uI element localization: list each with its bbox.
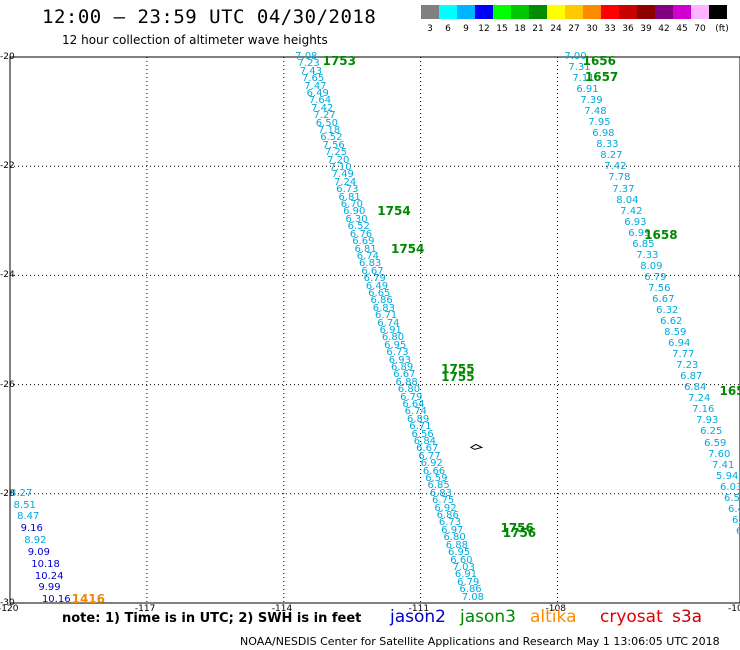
legend-swatch <box>709 5 727 19</box>
legend-unit: (ft) <box>715 24 729 34</box>
legend-swatch <box>655 5 673 19</box>
legend-label: 27 <box>568 24 580 34</box>
legend-swatch <box>421 5 439 19</box>
altimeter-map <box>9 56 740 604</box>
map-subtitle: 12 hour collection of altimeter wave hei… <box>62 33 328 47</box>
legend-label: 36 <box>622 24 634 34</box>
legend-swatch <box>583 5 601 19</box>
legend-label: 70 <box>694 24 706 34</box>
legend-label: 3 <box>427 24 433 34</box>
mission-jason2: jason2 <box>390 607 446 627</box>
legend-swatch <box>511 5 529 19</box>
legend-swatch <box>619 5 637 19</box>
legend-label: 33 <box>604 24 616 34</box>
legend-label: 12 <box>478 24 490 34</box>
legend-swatch <box>565 5 583 19</box>
legend-swatch <box>601 5 619 19</box>
legend-swatch <box>637 5 655 19</box>
lon-tick-label: -104 <box>728 604 740 614</box>
mission-altika: altika <box>530 607 577 627</box>
units-note: note: 1) Time is in UTC; 2) SWH is in fe… <box>62 611 362 626</box>
mission-s3a: s3a <box>672 607 703 627</box>
legend-label: 30 <box>586 24 598 34</box>
legend-swatch <box>439 5 457 19</box>
legend-label: 45 <box>676 24 688 34</box>
mission-cryosat: cryosat <box>600 607 663 627</box>
legend-label: 15 <box>496 24 508 34</box>
legend-label: 9 <box>463 24 469 34</box>
lon-tick-label: -120 <box>0 604 19 614</box>
legend-label: 18 <box>514 24 526 34</box>
island-outline <box>469 443 484 450</box>
legend-label: 42 <box>658 24 670 34</box>
legend-label: 24 <box>550 24 562 34</box>
legend-label: 21 <box>532 24 544 34</box>
legend-swatch <box>673 5 691 19</box>
legend-label: 39 <box>640 24 652 34</box>
map-title: 12:00 – 23:59 UTC 04/30/2018 <box>42 6 377 28</box>
legend-swatch <box>457 5 475 19</box>
legend-label: 6 <box>445 24 451 34</box>
legend-swatch <box>475 5 493 19</box>
mission-jason3: jason3 <box>460 607 516 627</box>
legend-swatch <box>493 5 511 19</box>
map-frame <box>9 56 740 604</box>
legend-swatch <box>691 5 709 19</box>
legend-swatch <box>547 5 565 19</box>
credit-footer: NOAA/NESDIS Center for Satellite Applica… <box>240 635 720 648</box>
legend-swatch <box>529 5 547 19</box>
